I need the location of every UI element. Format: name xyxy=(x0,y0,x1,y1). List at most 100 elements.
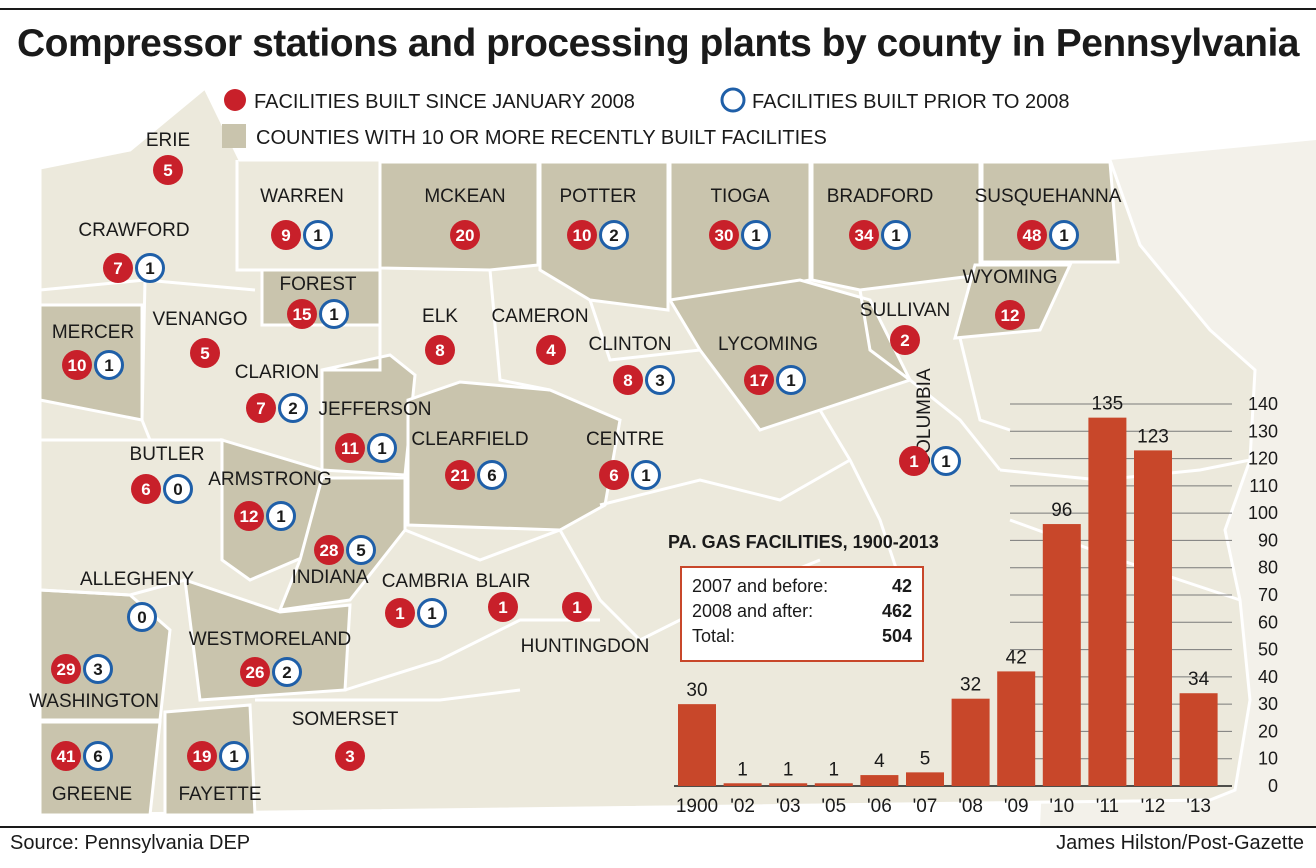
footer-rule xyxy=(0,826,1316,828)
bar-value-label: 96 xyxy=(1051,500,1072,521)
recent-count-tioga: 30 xyxy=(715,226,734,245)
chart-title: PA. GAS FACILITIES, 1900-2013 xyxy=(668,532,939,552)
prior-badge-potter xyxy=(599,220,629,250)
legend-recent-marker xyxy=(224,89,246,111)
bar xyxy=(997,671,1036,786)
prior-badge-forest xyxy=(319,299,349,329)
prior-count-allegheny: 0 xyxy=(137,608,146,627)
prior-count-columbia: 1 xyxy=(941,452,950,471)
county-label-allegheny: ALLEGHENY xyxy=(80,569,194,590)
y-tick-label: 100 xyxy=(1248,503,1278,523)
county-label-columbia: COLUMBIA xyxy=(914,368,935,468)
recent-count-potter: 10 xyxy=(573,226,592,245)
prior-count-indiana: 5 xyxy=(356,541,365,560)
bar-value-label: 4 xyxy=(874,751,885,772)
prior-count-jefferson: 1 xyxy=(377,439,386,458)
bar xyxy=(906,772,944,786)
recent-badge-susquehanna xyxy=(1017,220,1047,250)
prior-badge-clarion xyxy=(278,393,308,423)
prior-count-butler: 0 xyxy=(173,480,182,499)
recent-count-westmoreland: 26 xyxy=(246,663,265,682)
county-label-centre: CENTRE xyxy=(586,429,664,450)
county-shape-mckean xyxy=(378,160,540,272)
prior-badge-butler xyxy=(163,474,193,504)
recent-badge-cameron xyxy=(536,335,566,365)
shaded-counties xyxy=(38,160,1120,817)
recent-count-sullivan: 2 xyxy=(900,331,909,350)
county-label-armstrong: ARMSTRONG xyxy=(208,469,332,490)
x-tick-label: '08 xyxy=(958,796,983,817)
bar-value-label: 30 xyxy=(686,680,707,701)
summary-after-label: 2008 and after: xyxy=(692,601,814,621)
county-label-indiana: INDIANA xyxy=(291,567,368,588)
recent-badge-centre xyxy=(599,460,629,490)
legend-prior-label: FACILITIES BUILT PRIOR TO 2008 xyxy=(752,91,1070,113)
prior-count-centre: 1 xyxy=(641,466,650,485)
source-credit: Source: Pennsylvania DEP xyxy=(10,832,251,854)
prior-badge-crawford xyxy=(135,253,165,283)
bar-value-label: 42 xyxy=(1006,647,1027,668)
bar xyxy=(678,704,716,786)
recent-badge-sullivan xyxy=(890,325,920,355)
bar xyxy=(723,783,762,786)
recent-count-clarion: 7 xyxy=(256,399,265,418)
prior-count-bradford: 1 xyxy=(891,226,900,245)
legend: FACILITIES BUILT SINCE JANUARY 2008 FACI… xyxy=(222,87,1070,149)
prior-count-forest: 1 xyxy=(329,305,338,324)
y-tick-label: 10 xyxy=(1258,749,1278,769)
county-shape-westmoreland xyxy=(183,577,352,702)
bar-value-label: 135 xyxy=(1092,394,1124,415)
y-tick-label: 90 xyxy=(1258,530,1278,550)
recent-badge-erie xyxy=(153,155,183,185)
prior-badge-columbia xyxy=(931,446,961,476)
summary-total-label: Total: xyxy=(692,626,736,646)
county-shape-tioga xyxy=(668,160,812,302)
bar xyxy=(951,698,990,786)
prior-badge-armstrong xyxy=(266,501,296,531)
x-tick-label: '11 xyxy=(1096,796,1119,817)
recent-badge-clinton xyxy=(613,365,643,395)
bar-value-label: 5 xyxy=(920,748,931,769)
recent-count-huntingdon: 1 xyxy=(572,598,581,617)
legend-recent-label: FACILITIES BUILT SINCE JANUARY 2008 xyxy=(254,91,635,113)
prior-count-lycoming: 1 xyxy=(786,371,795,390)
recent-count-blair: 1 xyxy=(498,598,507,617)
legend-shaded-swatch xyxy=(222,124,246,148)
recent-badge-mercer xyxy=(62,350,92,380)
prior-count-crawford: 1 xyxy=(145,259,154,278)
county-label-somerset: SOMERSET xyxy=(292,709,399,730)
y-tick-label: 80 xyxy=(1258,558,1278,578)
bar-value-label: 1 xyxy=(737,759,748,780)
recent-badge-mckean xyxy=(450,220,480,250)
recent-count-columbia: 1 xyxy=(909,452,918,471)
county-label-tioga: TIOGA xyxy=(710,186,769,207)
bar xyxy=(1042,524,1081,786)
recent-badge-butler xyxy=(131,474,161,504)
prior-badge-allegheny xyxy=(127,602,157,632)
bar-value-label: 1 xyxy=(829,759,840,780)
summary-before-label: 2007 and before: xyxy=(692,576,829,596)
recent-count-elk: 8 xyxy=(435,341,444,360)
prior-badge-mercer xyxy=(94,350,124,380)
recent-count-bradford: 34 xyxy=(855,226,874,245)
page-title: Compressor stations and processing plant… xyxy=(17,22,1300,65)
county-label-mercer: MERCER xyxy=(52,322,134,343)
bar-value-label: 32 xyxy=(960,675,981,696)
county-label-bradford: BRADFORD xyxy=(827,186,934,207)
county-label-lycoming: LYCOMING xyxy=(718,334,818,355)
x-tick-label: '09 xyxy=(1004,796,1029,817)
bar-value-label: 1 xyxy=(783,759,794,780)
prior-count-mercer: 1 xyxy=(104,356,113,375)
bar-value-label: 34 xyxy=(1188,669,1210,690)
y-tick-label: 110 xyxy=(1249,476,1278,496)
county-label-blair: BLAIR xyxy=(476,571,531,592)
recent-badge-lycoming xyxy=(744,365,774,395)
summary-after-row: 2008 and after: 462 xyxy=(692,599,912,624)
county-label-forest: FOREST xyxy=(279,274,356,295)
y-tick-label: 130 xyxy=(1248,421,1278,441)
county-label-sullivan: SULLIVAN xyxy=(860,300,950,321)
recent-badge-elk xyxy=(425,335,455,365)
prior-count-clearfield: 6 xyxy=(487,466,496,485)
prior-badge-lycoming xyxy=(776,365,806,395)
